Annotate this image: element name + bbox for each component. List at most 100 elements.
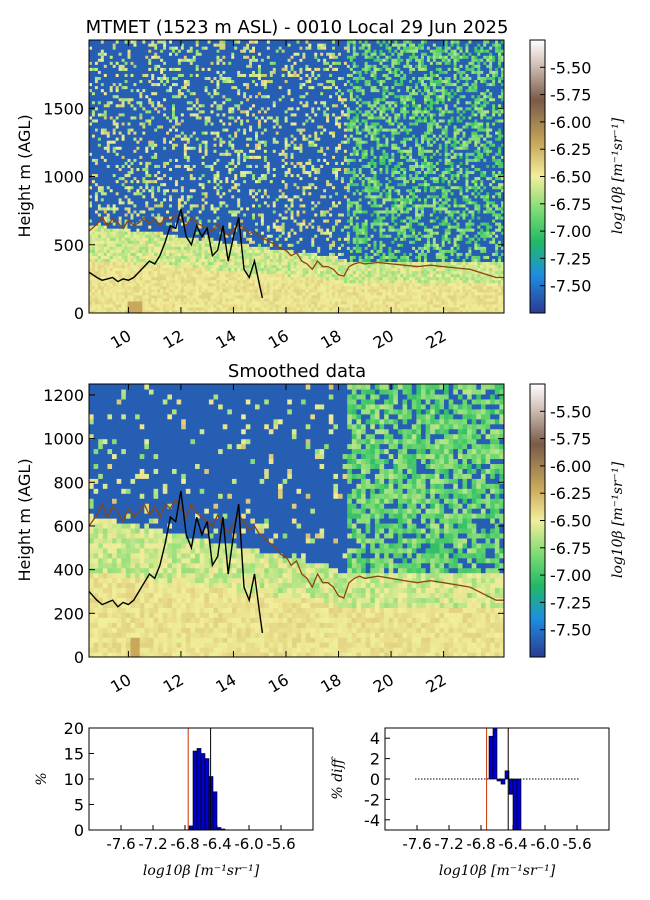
heatmap-cell <box>127 197 132 202</box>
heatmap-cell <box>172 303 176 308</box>
heatmap-cell <box>216 124 221 129</box>
heatmap-cell <box>228 246 232 250</box>
heatmap-cell <box>180 100 185 105</box>
heatmap-cell <box>136 158 140 162</box>
heatmap-cell <box>237 282 241 287</box>
heatmap-cell <box>106 152 111 156</box>
heatmap-cell <box>213 246 218 250</box>
heatmap-cell <box>172 276 176 281</box>
heatmap-cell <box>174 258 179 263</box>
heatmap-cell <box>121 64 126 68</box>
heatmap-cell <box>169 103 173 108</box>
heatmap-cell <box>189 52 194 56</box>
heatmap-cell <box>180 179 185 184</box>
heatmap-cell <box>109 58 114 62</box>
heatmap-cell <box>151 88 155 93</box>
heatmap-cell <box>106 155 111 159</box>
heatmap-cell <box>174 249 179 253</box>
heatmap-cell <box>201 258 206 263</box>
heatmap-cell <box>174 200 179 205</box>
heatmap-cell <box>89 194 93 199</box>
heatmap-cell <box>124 255 129 259</box>
heatmap-cell <box>106 85 111 90</box>
heatmap-cell <box>249 297 253 302</box>
heatmap-cell <box>103 246 108 250</box>
heatmap-cell <box>169 252 173 256</box>
heatmap-cell <box>157 164 161 168</box>
heatmap-cell <box>91 121 96 126</box>
heatmap-cell <box>100 285 105 290</box>
heatmap-cell <box>192 88 197 93</box>
heatmap-cell <box>103 91 108 96</box>
heatmap-cell <box>210 264 215 269</box>
heatmap-cell <box>172 243 176 247</box>
heatmap-cell <box>243 91 247 96</box>
heatmap-cell <box>204 121 209 126</box>
heatmap-cell <box>89 82 93 87</box>
heatmap-cell <box>222 218 226 223</box>
heatmap-cell <box>237 49 241 53</box>
heatmap-cell <box>237 134 241 138</box>
heatmap-cell <box>195 212 200 217</box>
heatmap-cell <box>174 264 179 269</box>
heatmap-cell <box>109 203 114 208</box>
heatmap-cell <box>243 58 247 62</box>
heatmap-cell <box>97 252 102 256</box>
heatmap-cell <box>225 294 229 299</box>
heatmap-cell <box>89 140 93 144</box>
heatmap-cell <box>219 106 223 111</box>
heatmap-cell <box>163 173 167 178</box>
heatmap-cell <box>180 49 185 53</box>
heatmap-cell <box>163 121 167 126</box>
heatmap-cell <box>186 197 191 202</box>
heatmap-cell <box>192 285 197 290</box>
heatmap-cell <box>177 185 182 190</box>
heatmap-cell <box>103 203 108 208</box>
heatmap-cell <box>243 109 247 114</box>
heatmap-cell <box>174 61 179 65</box>
heatmap-cell <box>183 106 188 111</box>
heatmap-cell <box>133 297 138 302</box>
heatmap-cell <box>157 270 161 275</box>
heatmap-cell <box>133 124 138 129</box>
heatmap-cell <box>172 127 176 132</box>
heatmap-cell <box>94 67 99 71</box>
heatmap-cell <box>237 73 241 77</box>
heatmap-cell <box>222 82 226 87</box>
heatmap-cell <box>192 64 197 68</box>
heatmap-cell <box>109 258 114 263</box>
heatmap-cell <box>204 225 209 229</box>
heatmap-cell <box>121 203 126 208</box>
heatmap-cell <box>154 64 158 68</box>
heatmap-cell <box>246 106 250 111</box>
heatmap-cell <box>157 103 161 108</box>
heatmap-cell <box>118 179 123 184</box>
heatmap-cell <box>151 288 155 293</box>
heatmap-cell <box>121 234 126 238</box>
heatmap-cell <box>207 85 212 90</box>
heatmap-cell <box>127 276 132 281</box>
heatmap-cell <box>91 191 96 196</box>
heatmap-cell <box>210 200 215 205</box>
heatmap-cell <box>160 82 164 87</box>
heatmap-cell <box>189 140 194 144</box>
heatmap-cell <box>249 40 253 44</box>
heatmap-cell <box>228 182 232 187</box>
heatmap-cell <box>145 215 149 220</box>
heatmap-cell <box>121 143 126 147</box>
heatmap-cell <box>166 124 170 129</box>
heatmap-cell <box>201 261 206 266</box>
heatmap-cell <box>115 85 120 90</box>
heatmap-cell <box>195 209 200 214</box>
heatmap-cell <box>133 134 138 138</box>
heatmap-cell <box>148 215 152 220</box>
heatmap-cell <box>237 191 241 196</box>
heatmap-cell <box>246 297 250 302</box>
heatmap-cell <box>89 109 93 114</box>
heatmap-cell <box>169 273 173 278</box>
heatmap-cell <box>172 285 176 290</box>
heatmap-cell <box>222 61 226 65</box>
heatmap-cell <box>177 49 182 53</box>
heatmap-cell <box>151 176 155 181</box>
heatmap-cell <box>169 234 173 238</box>
